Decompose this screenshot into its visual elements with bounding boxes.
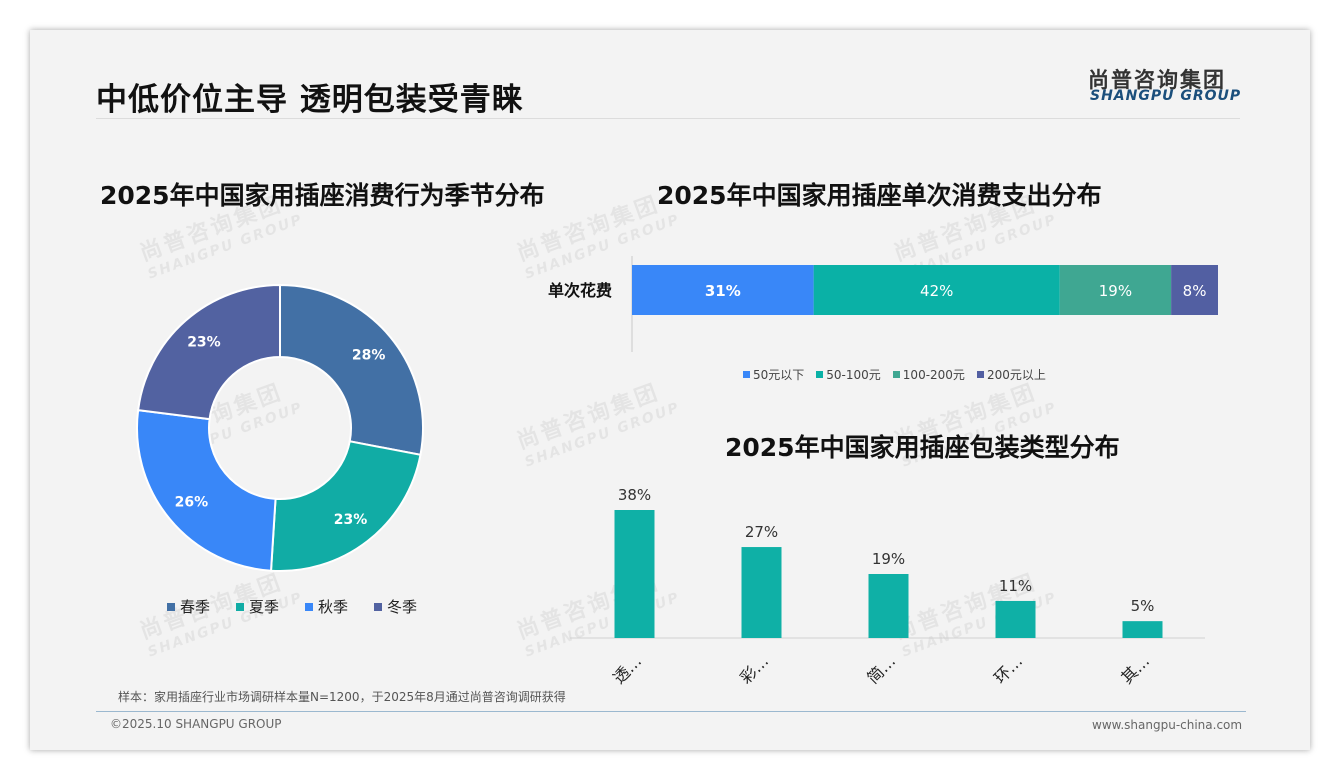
legend-swatch — [374, 602, 383, 611]
category-label: 单次花费 — [548, 281, 612, 300]
legend-item-spring: 春季 — [167, 596, 210, 617]
bar — [868, 574, 909, 638]
donut-chart-title: 2025年中国家用插座消费行为季节分布 — [100, 181, 545, 210]
legend-item-over200: 200元以上 — [976, 366, 1046, 383]
x-tick-label: 其… — [1117, 651, 1153, 687]
stacked-bar-segment — [1059, 265, 1172, 315]
legend-label: 夏季 — [249, 598, 280, 616]
segment-data-label: 31% — [705, 282, 741, 300]
sample-note: 样本：家用插座行业市场调研样本量N=1200，于2025年8月通过尚普咨询调研获… — [118, 690, 566, 704]
legend-swatch — [892, 371, 900, 378]
donut-data-label: 28% — [352, 348, 386, 364]
donut-legend: 春季 夏季 秋季 冬季 — [167, 596, 443, 617]
legend-swatch — [167, 602, 175, 611]
segment-data-label: 8% — [1183, 282, 1207, 300]
watermark: 尚普咨询集团 SHANGPU GROUP — [513, 379, 683, 471]
legend-item-50-100: 50-100元 — [816, 366, 881, 383]
bar — [741, 547, 782, 638]
legend-label: 50元以下 — [753, 368, 805, 382]
logo-subtext: SHANGPU GROUP — [1090, 88, 1242, 104]
bar — [995, 600, 1036, 638]
slide: 尚普咨询集团 SHANGPU GROUP 尚普咨询集团 SHANGPU GROUP … — [30, 30, 1310, 750]
donut-slice — [269, 440, 422, 572]
stacked-bar-segment — [813, 265, 1060, 315]
legend-item-winter: 冬季 — [374, 596, 417, 617]
donut-data-label: 23% — [334, 512, 368, 528]
legend-item-autumn: 秋季 — [305, 596, 348, 617]
logo-text: 尚普咨询集团 — [1088, 68, 1226, 92]
spend-legend: 50元以下 50-100元 100-200元 200元以上 — [743, 366, 1058, 383]
legend-item-100-200: 100-200元 — [892, 366, 965, 383]
bar-data-label: 38% — [618, 486, 651, 504]
copyright: ©2025.10 SHANGPU GROUP — [110, 717, 282, 731]
website-link[interactable]: www.shangpu-china.com — [1092, 718, 1243, 732]
packaging-chart-title: 2025年中国家用插座包装类型分布 — [725, 433, 1120, 462]
legend-swatch — [305, 602, 314, 611]
bar-data-label: 19% — [872, 550, 905, 568]
legend-label: 200元以上 — [986, 368, 1046, 382]
legend-swatch — [236, 602, 245, 611]
bar — [1122, 621, 1163, 638]
legend-label: 100-200元 — [902, 368, 965, 382]
x-tick-label: 环… — [990, 651, 1026, 687]
donut-data-label: 23% — [187, 335, 221, 351]
legend-label: 春季 — [180, 598, 211, 616]
donut-slice — [279, 283, 424, 456]
segment-data-label: 19% — [1099, 282, 1132, 300]
legend-swatch — [816, 371, 824, 378]
bar-data-label: 27% — [745, 523, 778, 541]
legend-item-under50: 50元以下 — [743, 366, 804, 383]
header-divider — [96, 118, 1240, 119]
donut-data-label: 26% — [175, 494, 209, 510]
legend-label: 冬季 — [387, 598, 418, 616]
legend-label: 50-100元 — [826, 368, 881, 382]
legend-swatch — [743, 371, 750, 378]
bar — [614, 510, 655, 638]
spend-stacked-bar-chart: 单次花费 31% 42% 19% 8% — [548, 256, 1218, 352]
x-tick-label: 透… — [609, 651, 645, 687]
stacked-bar-segment — [632, 265, 814, 315]
donut-slice — [137, 283, 281, 421]
x-tick-label: 简… — [863, 651, 899, 687]
page-title: 中低价位主导 透明包装受青睐 — [96, 82, 524, 118]
stacked-bar-segment — [1171, 265, 1218, 315]
segment-data-label: 42% — [920, 282, 953, 300]
legend-swatch — [976, 371, 984, 378]
bar-data-label: 5% — [1131, 597, 1155, 615]
bar-data-label: 11% — [999, 577, 1032, 595]
packaging-bar-chart: 38% 透… 27% 彩… 19% 简… 11% 环… 5% 其… — [570, 486, 1205, 687]
legend-item-summer: 夏季 — [236, 596, 279, 617]
donut-slice — [136, 408, 277, 572]
donut-chart: 28% 23% 26% 23% — [136, 283, 424, 572]
x-tick-label: 彩… — [736, 651, 772, 687]
spend-chart-title: 2025年中国家用插座单次消费支出分布 — [657, 181, 1102, 210]
legend-label: 秋季 — [318, 598, 349, 616]
footer-divider — [96, 711, 1246, 712]
